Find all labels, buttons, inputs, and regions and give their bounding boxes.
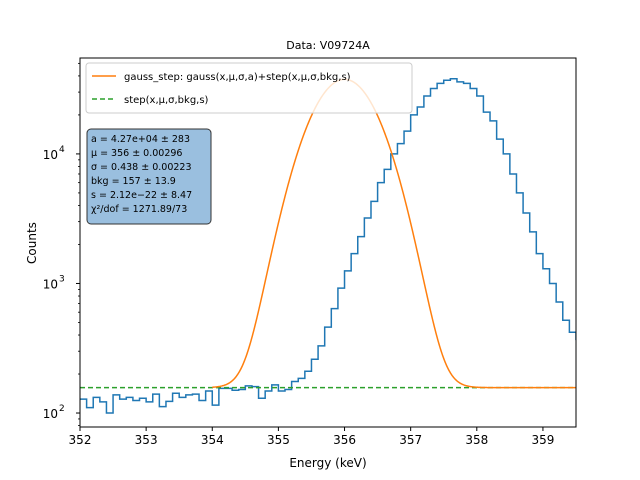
gauss-step-fit-line	[212, 78, 576, 389]
fit-param-sigma: σ = 0.438 ± 0.00223	[91, 162, 192, 173]
x-tick-label: 359	[531, 433, 554, 447]
y-tick-label: 10	[43, 148, 58, 162]
axes-background	[80, 58, 576, 427]
fit-results-box: a = 4.27e+04 ± 283 μ = 356 ± 0.00296 σ =…	[86, 128, 212, 225]
y-tick-exponent: 2	[59, 404, 65, 414]
legend-step-label: step(x,μ,σ,bkg,s)	[124, 95, 209, 106]
plot-area	[80, 58, 576, 427]
x-axis: 352 353 354 355 356 357 358 359	[69, 427, 554, 447]
x-tick-label: 355	[267, 433, 290, 447]
fit-param-chi2: χ²/dof = 1271.89/73	[91, 204, 187, 215]
legend-fit-label: gauss_step: gauss(x,μ,σ,a)+step(x,μ,σ,bk…	[124, 72, 351, 83]
y-axis-label: Counts	[25, 222, 39, 264]
axes-border	[79, 57, 577, 428]
histogram-layer	[80, 78, 576, 414]
histogram-series	[80, 78, 576, 414]
y-tick-label: 10	[43, 277, 58, 291]
y-tick-label: 10	[43, 407, 58, 421]
x-tick-label: 353	[135, 433, 158, 447]
x-tick-label: 354	[201, 433, 224, 447]
fit-param-a: a = 4.27e+04 ± 283	[91, 134, 190, 145]
x-tick-label: 358	[465, 433, 488, 447]
x-tick-label: 352	[69, 433, 92, 447]
x-tick-label: 357	[399, 433, 422, 447]
x-axis-label: Energy (keV)	[289, 456, 366, 470]
x-tick-label: 356	[333, 433, 356, 447]
y-tick-exponent: 4	[59, 145, 65, 155]
y-tick-exponent: 3	[59, 274, 65, 284]
fit-param-mu: μ = 356 ± 0.00296	[91, 148, 182, 159]
fit-param-s: s = 2.12e−22 ± 8.47	[91, 190, 192, 201]
legend: gauss_step: gauss(x,μ,σ,a)+step(x,μ,σ,bk…	[85, 62, 413, 114]
fit-param-bkg: bkg = 157 ± 13.9	[91, 176, 176, 187]
fit-results-background	[86, 128, 212, 225]
axes-frame	[79, 57, 577, 428]
legend-box	[85, 62, 413, 114]
plot-title: Data: V09724A	[286, 39, 370, 52]
fit-layer	[80, 78, 576, 389]
